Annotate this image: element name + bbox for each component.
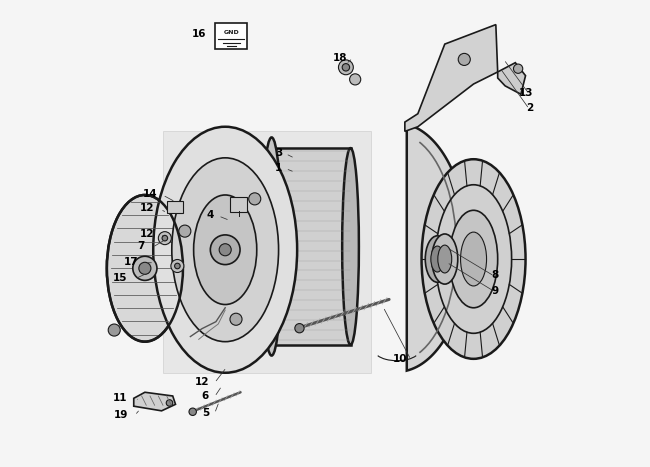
- Circle shape: [342, 64, 350, 71]
- Text: GND: GND: [224, 29, 239, 35]
- Polygon shape: [407, 124, 467, 371]
- Text: 13: 13: [519, 88, 533, 99]
- Ellipse shape: [153, 127, 297, 373]
- Polygon shape: [162, 131, 371, 373]
- Ellipse shape: [431, 246, 444, 272]
- Text: 12: 12: [140, 228, 154, 239]
- Circle shape: [458, 53, 471, 65]
- FancyBboxPatch shape: [215, 23, 248, 49]
- Circle shape: [108, 324, 120, 336]
- Text: 1: 1: [275, 163, 282, 173]
- Ellipse shape: [263, 148, 280, 345]
- Text: 19: 19: [113, 410, 127, 419]
- Text: 6: 6: [202, 391, 209, 401]
- Circle shape: [249, 193, 261, 205]
- Text: 14: 14: [142, 189, 157, 199]
- Polygon shape: [272, 148, 350, 345]
- Text: 17: 17: [124, 257, 138, 267]
- Ellipse shape: [194, 195, 257, 304]
- Text: 12: 12: [194, 377, 209, 387]
- Text: 5: 5: [202, 408, 209, 417]
- Circle shape: [339, 60, 354, 75]
- Polygon shape: [405, 25, 498, 131]
- Circle shape: [171, 260, 184, 273]
- Ellipse shape: [461, 232, 487, 286]
- Text: 9: 9: [492, 286, 499, 296]
- Ellipse shape: [449, 210, 498, 308]
- Text: 11: 11: [113, 393, 127, 403]
- FancyBboxPatch shape: [167, 201, 183, 213]
- Text: 10: 10: [393, 354, 408, 364]
- Text: 4: 4: [206, 210, 214, 220]
- Circle shape: [179, 225, 191, 237]
- Circle shape: [162, 235, 168, 241]
- Circle shape: [159, 232, 172, 245]
- Circle shape: [514, 64, 523, 73]
- Ellipse shape: [432, 234, 458, 284]
- Circle shape: [175, 263, 180, 269]
- Circle shape: [350, 74, 361, 85]
- Text: 7: 7: [138, 241, 145, 252]
- Circle shape: [211, 235, 240, 265]
- Ellipse shape: [172, 158, 279, 342]
- Ellipse shape: [107, 195, 183, 342]
- Text: 2: 2: [526, 103, 533, 113]
- Text: 16: 16: [192, 29, 207, 39]
- FancyBboxPatch shape: [230, 197, 247, 212]
- Circle shape: [219, 244, 231, 256]
- Text: 18: 18: [333, 53, 347, 63]
- Circle shape: [166, 400, 173, 406]
- Polygon shape: [498, 63, 526, 94]
- Text: 3: 3: [275, 148, 282, 158]
- Text: 8: 8: [492, 270, 499, 280]
- Circle shape: [230, 313, 242, 325]
- Circle shape: [133, 256, 157, 280]
- Text: 12: 12: [140, 204, 154, 213]
- Circle shape: [189, 408, 196, 416]
- Text: 15: 15: [113, 273, 127, 283]
- Ellipse shape: [438, 245, 452, 273]
- Circle shape: [295, 324, 304, 333]
- Ellipse shape: [261, 137, 282, 355]
- Circle shape: [139, 262, 151, 274]
- Polygon shape: [134, 392, 176, 411]
- Ellipse shape: [422, 159, 526, 359]
- Ellipse shape: [342, 148, 359, 345]
- Ellipse shape: [425, 236, 449, 282]
